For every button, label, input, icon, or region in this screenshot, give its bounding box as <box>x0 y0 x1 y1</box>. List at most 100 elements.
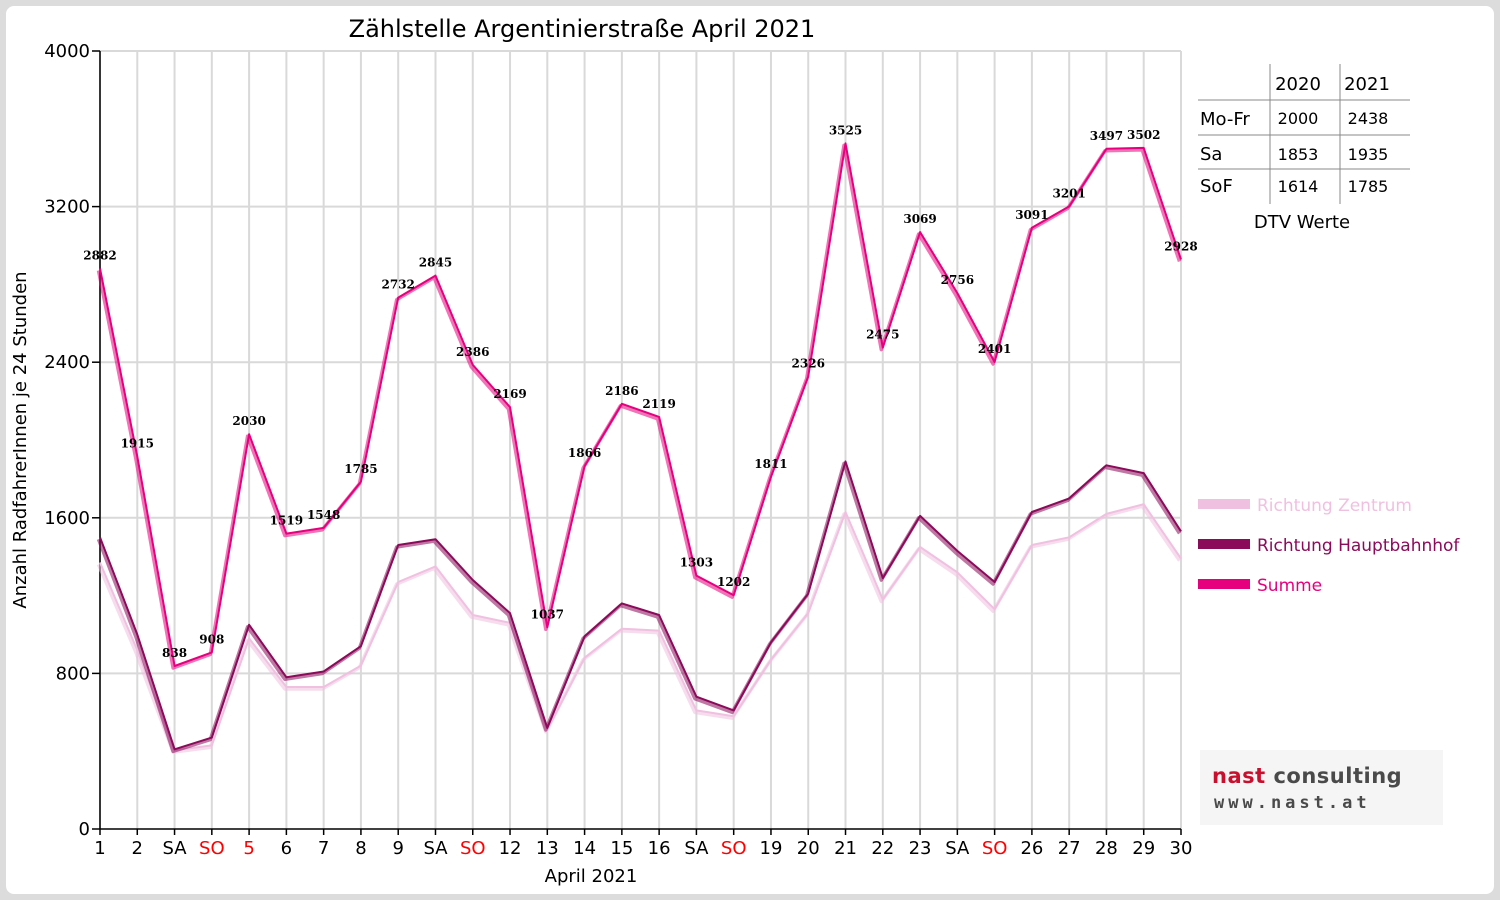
data-label: 1519 <box>270 514 303 528</box>
data-label: 2326 <box>792 357 825 371</box>
y-tick-label: 0 <box>79 819 90 840</box>
data-label: 3525 <box>829 123 862 137</box>
data-label: 1915 <box>121 437 154 451</box>
logo-web: www.nast.at <box>1214 793 1371 813</box>
data-label: 2386 <box>456 345 489 359</box>
legend-entry: Richtung Hauptbahnhof <box>1257 536 1460 556</box>
legend-entry: Richtung Zentrum <box>1257 496 1412 516</box>
dtv-cell: 1785 <box>1348 177 1389 196</box>
dtv-cell: 1935 <box>1348 145 1389 164</box>
x-tick-label: SO <box>199 838 225 859</box>
data-label: 2845 <box>419 256 452 270</box>
axes <box>99 51 1181 830</box>
x-axis-label: April 2021 <box>545 866 638 887</box>
data-label: 1785 <box>344 462 377 476</box>
dtv-cell: 1614 <box>1278 177 1319 196</box>
x-tick-label: 9 <box>392 838 403 859</box>
dtv-header-2021: 2021 <box>1344 74 1390 95</box>
x-tick-label: 20 <box>797 838 820 859</box>
legend-entry: Summe <box>1257 576 1322 596</box>
x-axis-ticks: 1 2 SA SO 5 6 7 8 9 SA SO 12 13 14 15 16 SA SO 19 20 21 22 23 S… <box>94 829 1192 859</box>
logo-brand: nast consulting <box>1212 764 1402 788</box>
data-label: 1548 <box>307 508 340 522</box>
data-label: 2401 <box>978 342 1011 356</box>
data-label: 1811 <box>754 457 787 471</box>
x-tick-label: 5 <box>243 838 254 859</box>
x-tick-label: SO <box>721 838 747 859</box>
logo-brand-a: nast <box>1212 764 1266 788</box>
data-label: 3201 <box>1052 186 1085 200</box>
legend-swatch <box>1198 539 1250 549</box>
dtv-row-label: Mo-Fr <box>1200 109 1250 130</box>
dtv-row-label: SoF <box>1200 176 1233 197</box>
legend-swatch <box>1198 499 1250 509</box>
y-tick-label: 3200 <box>44 197 90 218</box>
x-tick-label: 29 <box>1132 838 1155 859</box>
data-label: 3497 <box>1090 129 1123 143</box>
y-tick-label: 1600 <box>44 508 90 529</box>
x-tick-label: SO <box>460 838 486 859</box>
x-tick-label: 6 <box>281 838 292 859</box>
series-line <box>99 142 1182 667</box>
series-line <box>99 503 1182 752</box>
x-tick-label: SA <box>423 838 448 859</box>
x-tick-label: 30 <box>1170 838 1193 859</box>
y-tick-label: 800 <box>56 663 90 684</box>
x-tick-label: 7 <box>318 838 329 859</box>
grid-lines <box>99 50 1182 829</box>
x-tick-label: 28 <box>1095 838 1118 859</box>
x-tick-label: 26 <box>1020 838 1043 859</box>
x-tick-label: 27 <box>1058 838 1081 859</box>
x-tick-label: 22 <box>871 838 894 859</box>
x-tick-label: 21 <box>834 838 857 859</box>
series-line <box>99 460 1182 751</box>
data-label: 3091 <box>1015 208 1048 222</box>
x-tick-label: SO <box>982 838 1008 859</box>
data-labels: 2882 1915 838 908 2030 1519 1548 1785 2732 2845 23… <box>83 123 1197 660</box>
x-tick-label: 23 <box>909 838 932 859</box>
data-label: 2928 <box>1164 240 1197 254</box>
chart-title: Zählstelle Argentinierstraße April 2021 <box>349 15 816 43</box>
legend-swatch <box>1198 579 1250 589</box>
data-label: 2030 <box>232 414 265 428</box>
x-tick-label: SA <box>163 838 188 859</box>
legend: Richtung Zentrum Richtung Hauptbahnhof Sum… <box>1198 496 1460 596</box>
x-tick-label: 14 <box>573 838 596 859</box>
x-tick-label: SA <box>684 838 709 859</box>
x-tick-label: 8 <box>355 838 366 859</box>
data-label: 1202 <box>717 575 750 589</box>
data-label: 2882 <box>83 248 116 262</box>
x-tick-label: 12 <box>499 838 522 859</box>
dtv-caption: DTV Werte <box>1254 212 1350 233</box>
data-label: 908 <box>199 632 224 646</box>
data-label: 3502 <box>1127 128 1160 142</box>
x-tick-label: 1 <box>94 838 105 859</box>
y-axis-ticks: 0 800 1600 2400 3200 4000 <box>44 41 100 840</box>
data-label: 2475 <box>866 328 899 342</box>
data-label: 1303 <box>680 556 713 570</box>
series-line-shadow <box>96 461 1181 754</box>
series-lines <box>96 142 1182 754</box>
data-label: 838 <box>162 646 187 660</box>
dtv-cell: 1853 <box>1278 145 1319 164</box>
x-tick-label: 19 <box>760 838 783 859</box>
data-label: 2119 <box>642 397 675 411</box>
dtv-row-label: Sa <box>1200 144 1222 165</box>
data-label: 2186 <box>605 384 638 398</box>
x-tick-label: SA <box>945 838 970 859</box>
nast-consulting-logo: nast consulting www.nast.at <box>1200 750 1443 825</box>
dtv-header-2020: 2020 <box>1275 74 1321 95</box>
data-label: 2756 <box>941 273 974 287</box>
data-label: 1037 <box>531 607 564 621</box>
x-tick-label: 15 <box>610 838 633 859</box>
x-tick-label: 13 <box>536 838 559 859</box>
y-tick-label: 4000 <box>44 41 90 62</box>
data-label: 2732 <box>382 278 415 292</box>
x-tick-label: 2 <box>132 838 143 859</box>
logo-brand-b: consulting <box>1273 764 1403 788</box>
data-label: 2169 <box>493 387 526 401</box>
dtv-cell: 2000 <box>1278 109 1319 128</box>
series-line-shadow <box>96 143 1182 670</box>
y-tick-label: 2400 <box>44 352 90 373</box>
